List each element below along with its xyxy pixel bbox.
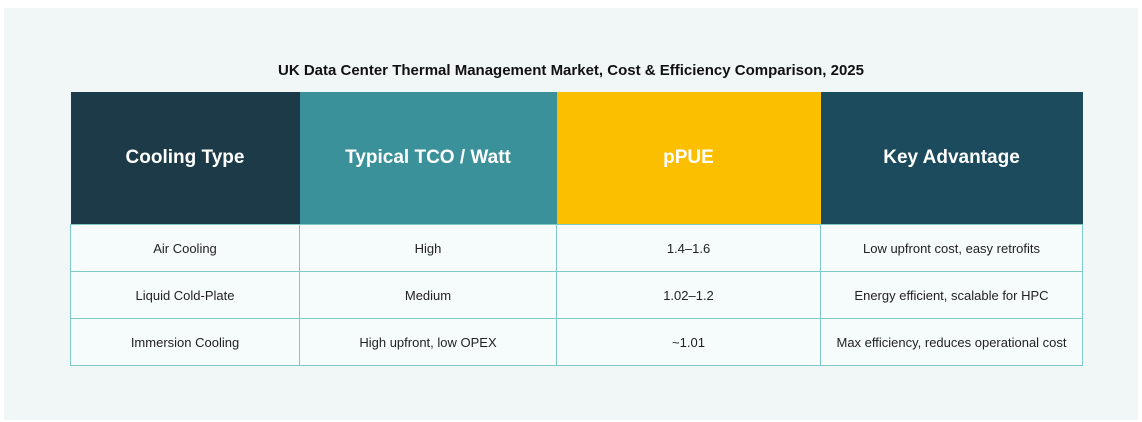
table-row: Liquid Cold-Plate Medium 1.02–1.2 Energy ef… bbox=[70, 271, 1083, 319]
column-header: Typical TCO / Watt bbox=[299, 92, 557, 225]
column-header: Key Advantage bbox=[820, 92, 1083, 225]
column-header: pPUE bbox=[556, 92, 821, 225]
table-cell: Medium bbox=[299, 271, 557, 319]
header-row: Cooling Type Typical TCO / Watt pPUE Key Ad… bbox=[70, 92, 1083, 225]
table-cell: Immersion Cooling bbox=[70, 318, 300, 366]
table-cell: Low upfront cost, easy retrofits bbox=[820, 224, 1083, 272]
table-cell: Max efficiency, reduces operational cost bbox=[820, 318, 1083, 366]
table-body: Air Cooling High 1.4–1.6 Low upfront cost, … bbox=[70, 224, 1083, 366]
table-cell: Air Cooling bbox=[70, 224, 300, 272]
table-cell: High upfront, low OPEX bbox=[299, 318, 557, 366]
panel: UK Data Center Thermal Management Market… bbox=[4, 8, 1138, 420]
table-cell: 1.02–1.2 bbox=[556, 271, 821, 319]
table-cell: High bbox=[299, 224, 557, 272]
table-row: Immersion Cooling High upfront, low OPEX ~… bbox=[70, 318, 1083, 366]
comparison-table: Cooling Type Typical TCO / Watt pPUE Key Ad… bbox=[70, 92, 1083, 366]
table-cell: Liquid Cold-Plate bbox=[70, 271, 300, 319]
table-cell: Energy efficient, scalable for HPC bbox=[820, 271, 1083, 319]
title: UK Data Center Thermal Management Market… bbox=[278, 62, 864, 79]
table-cell: ~1.01 bbox=[556, 318, 821, 366]
column-header: Cooling Type bbox=[70, 92, 300, 225]
table-row: Air Cooling High 1.4–1.6 Low upfront cost, … bbox=[70, 224, 1083, 272]
table-cell: 1.4–1.6 bbox=[556, 224, 821, 272]
